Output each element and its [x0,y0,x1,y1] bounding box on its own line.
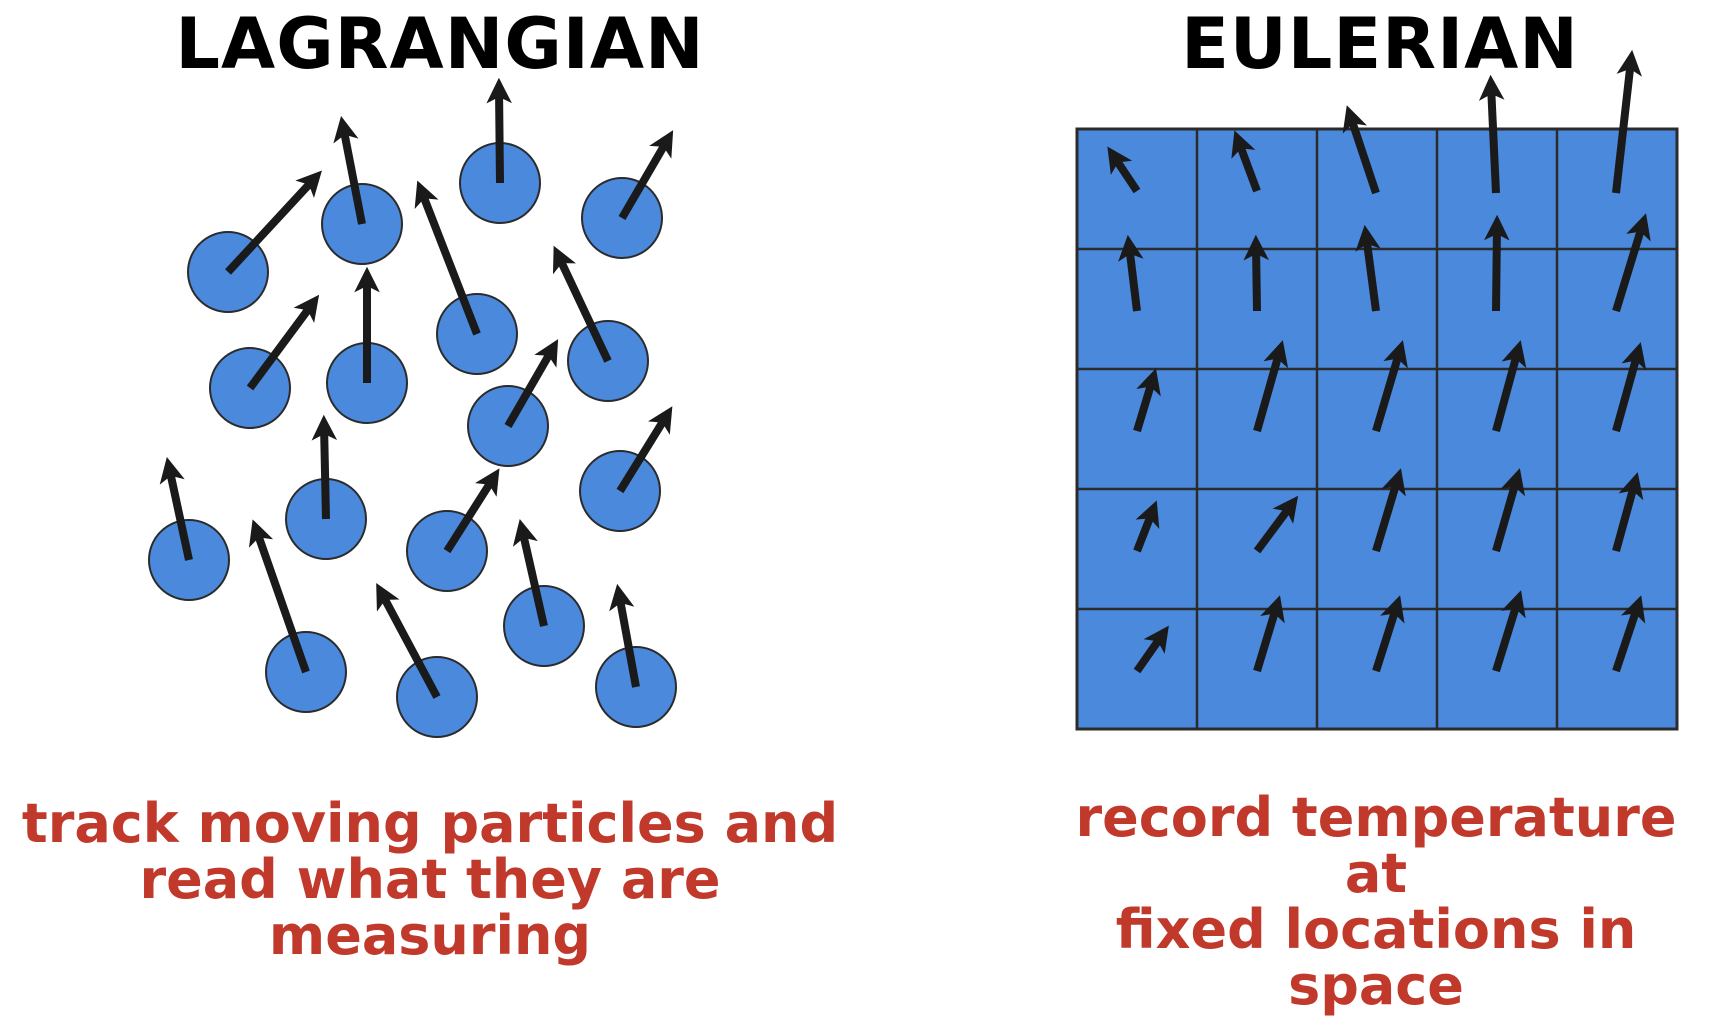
particle-arrow [486,77,512,184]
particle-arrow [609,583,640,688]
eulerian-caption: record temperature at fixed locations in… [1040,790,1712,1014]
particle [579,406,673,532]
grid-arrow [1133,625,1169,674]
particle-arrow [443,468,500,554]
diagram-canvas [148,49,1679,738]
grid-arrow [1118,234,1144,312]
eulerian-grid [1075,49,1679,731]
particle [459,77,541,224]
particle [248,519,347,713]
eulerian-caption-line1: record temperature at [1075,786,1677,905]
grid-arrow [1253,595,1285,673]
grid-arrow [1484,214,1510,312]
particle [326,266,408,424]
lagrangian-caption-line1: track moving particles and [21,792,839,855]
particle [595,583,677,728]
particle-arrow [248,519,310,674]
particle-arrow [159,456,193,561]
grid-arrow [1372,595,1405,673]
grid-arrow [1492,590,1526,673]
particle [503,519,585,667]
particle [321,115,403,265]
eulerian-caption-line2: fixed locations in space [1115,898,1637,1017]
grid-arrow [1492,468,1526,553]
grid-arrow [1612,595,1646,673]
grid-arrow [1612,49,1642,194]
particle-arrow [504,339,559,428]
particle [406,468,500,592]
grid-arrow [1372,468,1406,553]
grid-arrow [1612,472,1644,553]
particle-arrow [552,245,612,363]
particle-arrow [512,519,548,627]
particle [376,582,478,738]
particle-arrow [311,414,338,520]
particle [148,456,230,601]
lagrangian-title: LAGRANGIAN [175,3,705,85]
particle [209,294,320,429]
grid-arrow [1355,224,1381,312]
grid-arrow [1133,368,1161,433]
grid-arrow [1243,234,1270,312]
particle [552,245,649,402]
particle-arrow [333,115,366,225]
grid-arrow [1231,130,1261,193]
grid-arrow [1372,340,1408,433]
grid-arrow [1107,146,1141,194]
particle [467,339,559,467]
particle-arrow [618,130,674,221]
eulerian-title: EULERIAN [1181,3,1579,85]
particle [285,414,367,560]
grid-arrow [1342,105,1380,195]
grid-arrow [1253,340,1289,433]
particle [414,180,518,375]
grid-arrow [1253,495,1299,554]
grid-arrow [1133,500,1160,553]
particle-arrow [414,180,481,336]
particle [187,170,322,313]
grid-arrow [1492,340,1527,433]
particle-arrow [376,582,441,699]
grid-arrow [1612,342,1647,433]
lagrangian-caption-line2: read what they are measuring [139,848,721,967]
particle [581,130,674,259]
grid-arrow [1478,74,1505,194]
lagrangian-caption: track moving particles and read what the… [0,796,860,964]
grid-arrow [1612,213,1651,313]
lagrangian-particles [148,77,677,738]
particle-arrow [225,170,322,275]
particle-arrow [246,294,320,391]
particle-arrow [616,406,673,494]
